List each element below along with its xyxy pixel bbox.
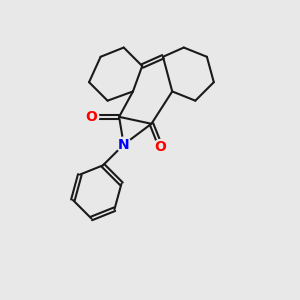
Circle shape — [153, 140, 168, 154]
Text: O: O — [155, 140, 167, 154]
Text: N: N — [118, 138, 130, 152]
Text: O: O — [85, 110, 97, 124]
Circle shape — [84, 110, 99, 124]
Circle shape — [116, 137, 131, 152]
